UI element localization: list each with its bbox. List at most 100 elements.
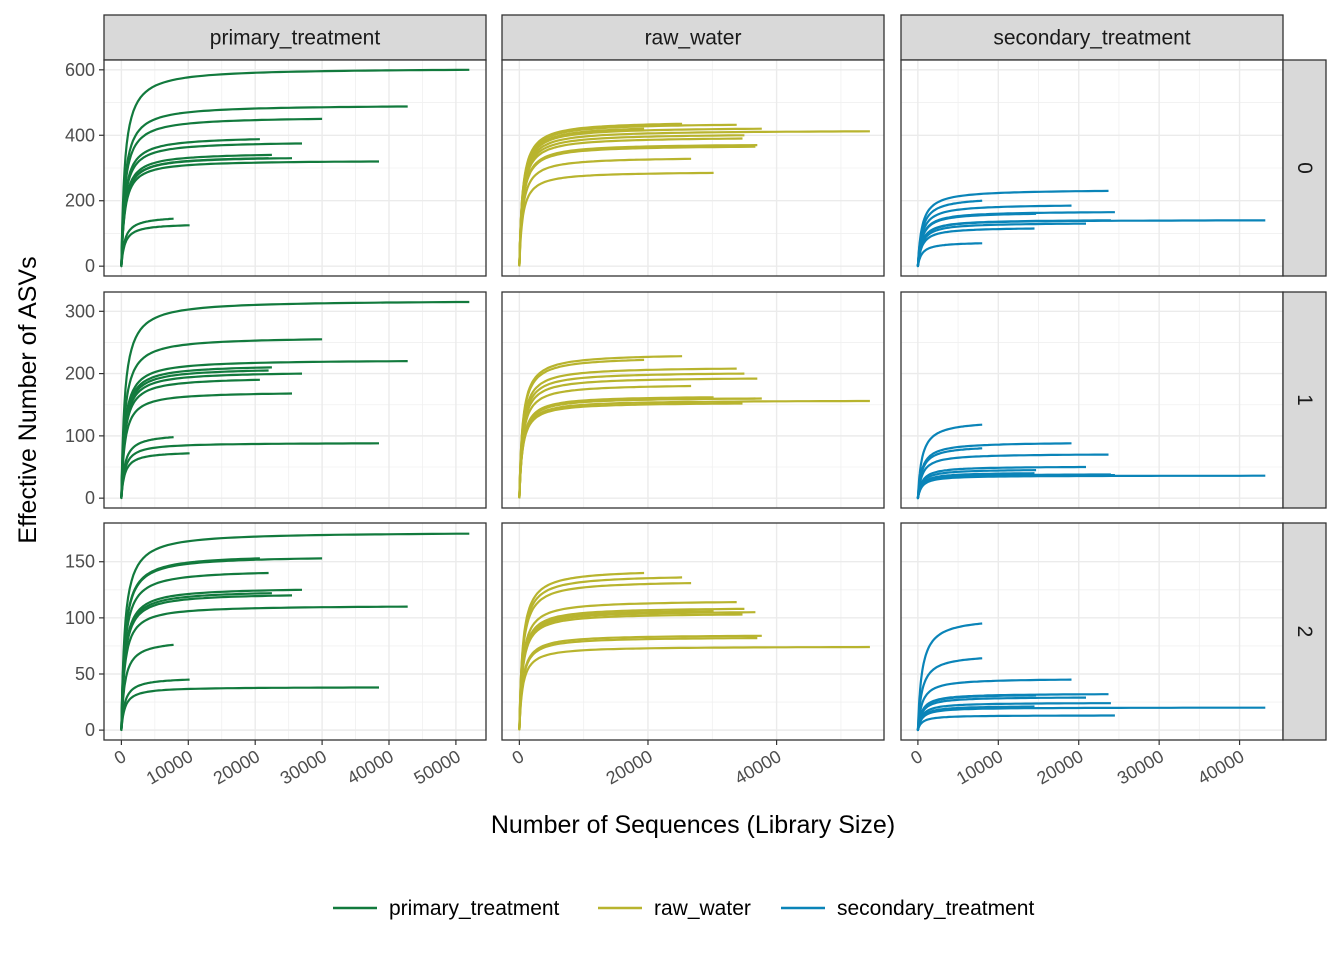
legend-entry-primary_treatment: primary_treatment <box>333 897 560 920</box>
rarefaction-curve <box>120 117 323 267</box>
rarefaction-curve <box>120 300 470 497</box>
x-tick-label: 20000 <box>210 746 263 788</box>
rarefaction-curve <box>518 396 714 499</box>
panel-border <box>501 59 885 277</box>
legend-label: raw_water <box>654 897 751 920</box>
rarefaction-curve <box>916 702 1111 732</box>
rarefaction-curve <box>916 694 1037 732</box>
y-tick-label: 400 <box>65 125 95 145</box>
rarefaction-curve <box>518 645 870 731</box>
panel-background <box>104 523 486 740</box>
rarefaction-curve <box>518 355 683 499</box>
y-tick-label: 50 <box>75 664 95 684</box>
x-tick-label: 0 <box>907 746 926 768</box>
panel-secondary_treatment-1 <box>900 291 1284 509</box>
panel-raw_water-1 <box>501 291 885 509</box>
panel-raw_water-0 <box>501 59 885 277</box>
strip-box <box>1282 59 1327 277</box>
y-tick-label: 200 <box>65 364 95 384</box>
strip-label: secondary_treatment <box>993 27 1190 50</box>
y-tick-label: 300 <box>65 301 95 321</box>
strip-label: 0 <box>1293 162 1316 174</box>
strip-box <box>103 14 487 61</box>
x-tick-label: 20000 <box>603 746 656 788</box>
rarefaction-curve <box>120 442 380 498</box>
rarefaction-curve <box>120 605 408 730</box>
x-tick-label: 40000 <box>731 746 784 788</box>
strip-box <box>900 14 1284 61</box>
x-tick-label: 10000 <box>143 746 196 788</box>
panel-border <box>103 59 487 277</box>
panel-background <box>502 523 884 740</box>
rarefaction-curve <box>120 392 293 499</box>
x-tick-label: 20000 <box>1033 746 1086 788</box>
rarefaction-curve <box>120 594 293 731</box>
panel-border <box>103 522 487 741</box>
strip-box <box>1282 291 1327 509</box>
strip-label: raw_water <box>645 27 742 50</box>
rarefaction-curve <box>916 473 1111 500</box>
rarefaction-curve <box>120 369 269 499</box>
rarefaction-curve <box>120 157 293 267</box>
strip-label: 2 <box>1293 626 1316 638</box>
strip-box <box>1282 522 1327 741</box>
y-tick-label: 0 <box>85 256 95 276</box>
rarefaction-curve <box>120 224 190 268</box>
panel-border <box>103 291 487 509</box>
rarefaction-curve <box>120 452 190 500</box>
rarefaction-curve <box>518 122 683 267</box>
rarefaction-curve <box>518 610 714 731</box>
strip-row-1: 1 <box>1282 291 1327 509</box>
legend: primary_treatment raw_water secondary_trea… <box>333 897 1034 920</box>
rarefaction-curve <box>120 678 190 732</box>
y-tick-label: 0 <box>85 488 95 508</box>
strip-row-0: 0 <box>1282 59 1327 277</box>
rarefaction-curve <box>120 68 470 265</box>
rarefaction-curve <box>916 447 983 500</box>
strip-raw_water: raw_water <box>501 14 885 61</box>
rarefaction-curve <box>916 219 1111 267</box>
x-tick-label: 40000 <box>344 746 397 788</box>
panel-secondary_treatment-2 <box>900 522 1284 741</box>
rarefaction-curve <box>916 657 983 732</box>
y-tick-label: 600 <box>65 60 95 80</box>
panel-raw_water-2 <box>501 522 885 741</box>
legend-entry-raw_water: raw_water <box>598 897 751 920</box>
x-tick-label: 0 <box>509 746 528 768</box>
panel-border <box>501 291 885 509</box>
strip-primary_treatment: primary_treatment <box>103 14 487 61</box>
x-tick-label: 0 <box>111 746 130 768</box>
x-tick-label: 10000 <box>953 746 1006 788</box>
rarefaction-curve <box>916 678 1072 732</box>
rarefaction-curve <box>518 636 758 731</box>
rarefaction-curve <box>120 105 408 266</box>
x-tick-label: 50000 <box>411 746 464 788</box>
y-tick-label: 200 <box>65 191 95 211</box>
legend-label: primary_treatment <box>389 897 560 920</box>
panel-secondary_treatment-0 <box>900 59 1284 277</box>
strip-label: primary_treatment <box>210 27 381 50</box>
y-tick-label: 150 <box>65 552 95 572</box>
panel-primary_treatment-2 <box>103 522 487 741</box>
legend-entry-secondary_treatment: secondary_treatment <box>781 897 1034 920</box>
x-axis-title: Number of Sequences (Library Size) <box>491 811 895 839</box>
y-tick-label: 100 <box>65 608 95 628</box>
x-tick-label: 30000 <box>1114 746 1167 788</box>
y-axis-title: Effective Number of ASVs <box>14 256 42 543</box>
y-tick-label: 0 <box>85 720 95 740</box>
rarefaction-curve <box>120 686 379 730</box>
rarefaction-curve <box>518 157 692 267</box>
strip-row-2: 2 <box>1282 522 1327 741</box>
x-tick-label: 40000 <box>1194 746 1247 788</box>
panel-border <box>501 522 885 741</box>
panel-primary_treatment-0 <box>103 59 487 277</box>
x-tick-label: 30000 <box>277 746 330 788</box>
rarefaction-curve <box>120 532 470 729</box>
rarefaction-curve <box>120 338 323 499</box>
panel-primary_treatment-1 <box>103 291 487 509</box>
rarefaction-curve <box>518 171 714 267</box>
y-tick-label: 100 <box>65 426 95 446</box>
rarefaction-curve <box>120 643 174 732</box>
strip-secondary_treatment: secondary_treatment <box>900 14 1284 61</box>
